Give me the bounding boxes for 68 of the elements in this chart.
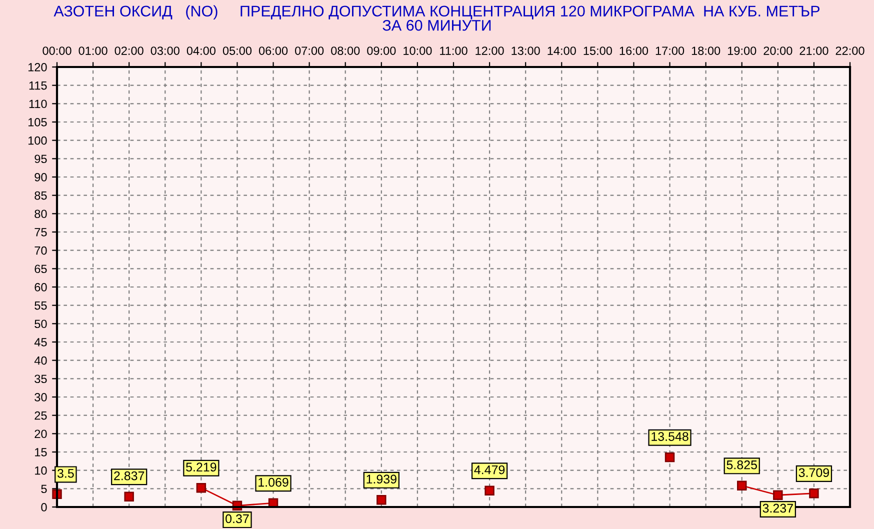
y-tick-label: 70 [34,246,47,255]
x-tick-label: 21:00 [800,46,828,55]
y-tick-label: 20 [34,430,47,438]
point [376,495,386,505]
y-tick-label: 55 [34,301,47,310]
x-tick-label: 07:00 [295,46,324,55]
x-tick-label: 15:00 [584,46,612,55]
x-tick-label: 03:00 [150,46,180,55]
y-tick-label: 40 [34,356,47,365]
data-label: 3.709 [798,468,830,478]
y-tick-label: 25 [34,411,47,420]
data-label: 2.837 [114,471,144,480]
y-tick-label: 105 [28,118,47,126]
x-tick-label: 12:00 [476,46,504,55]
x-tick-label: 02:00 [114,46,144,55]
y-tick-label: 50 [34,320,47,328]
x-tick-label: 11:00 [440,46,468,55]
y-tick-label: 65 [34,264,47,274]
y-tick-label: 45 [34,338,47,346]
y-tick-label: 75 [34,228,47,236]
x-tick-label: 14:00 [548,46,576,55]
x-tick-label: 09:00 [367,46,396,55]
data-label: 0.37 [226,514,249,524]
point [737,480,747,491]
x-tick-label: 01:00 [78,46,108,55]
x-tick-label: 18:00 [692,46,720,55]
x-tick-label: 22:00 [836,46,864,55]
y-tick-label: 10 [35,466,47,475]
point [809,488,819,498]
y-tick-label: 30 [34,393,47,402]
data-label: 13.548 [652,432,688,441]
data-label: 1.069 [258,478,288,487]
y-tick-label: 95 [34,154,47,164]
point [773,490,783,500]
y-tick-label: 85 [34,191,47,200]
data-label: 3.237 [762,504,793,513]
y-tick-label: 15 [35,448,47,456]
data-label: 5.219 [186,462,216,472]
y-tick-label: 110 [29,100,47,108]
x-tick-label: 16:00 [620,46,648,55]
point [484,486,494,496]
point [124,492,134,502]
x-tick-label: 06:00 [258,46,288,55]
data-label: 1.939 [366,474,396,484]
data-label: 5.825 [726,460,757,470]
y-tick-label: 115 [29,81,47,90]
y-tick-label: 100 [28,136,47,145]
x-tick-label: 20:00 [764,46,792,55]
y-tick-label: 5 [41,484,47,494]
y-tick-label: 0 [41,503,47,512]
y-tick-label: 120 [28,63,47,72]
x-tick-label: 17:00 [656,46,684,55]
data-label: 3.5 [57,468,74,478]
y-tick-label: 35 [34,374,47,384]
y-tick-label: 90 [34,173,47,182]
y-tick-label: 60 [34,283,47,292]
x-tick-label: 00:00 [42,46,72,55]
x-tick-label: 19:00 [728,46,756,55]
point [664,452,675,462]
chart-title: АЗОТЕН ОКСИД (NO) ПРЕДЕЛНО ДОПУСТИМА КОНЦЕНТРАЦИЯ 120 МИКРОГРАМА НА КУБ. МЕТЪР ЗА 60 МИНУТИ [54,5,820,31]
x-tick-label: 13:00 [512,46,540,55]
data-label: 4.479 [474,465,505,474]
x-tick-label: 10:00 [404,46,432,55]
x-tick-label: 05:00 [222,46,252,55]
x-tick-label: 08:00 [331,46,360,55]
x-tick-label: 04:00 [186,46,216,55]
y-tick-label: 80 [34,210,47,218]
point [196,483,206,493]
